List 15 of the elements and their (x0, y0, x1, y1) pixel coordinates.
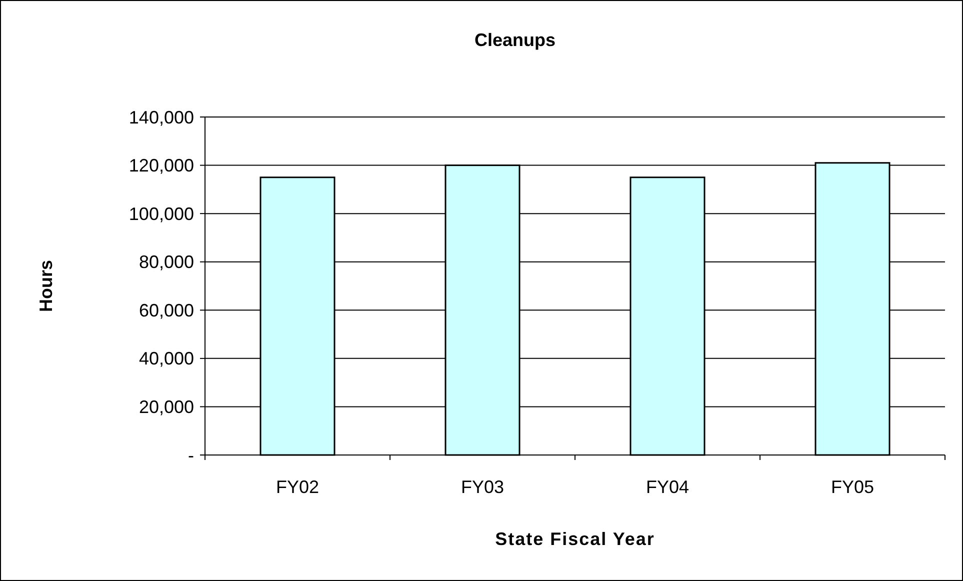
x-tick-label: FY02 (276, 477, 320, 497)
chart-title: Cleanups (474, 30, 556, 50)
x-tick-label: FY03 (460, 477, 504, 497)
x-tick-label: FY04 (646, 477, 690, 497)
x-tick-label: FY05 (830, 477, 874, 497)
y-tick-label: 20,000 (138, 397, 194, 418)
y-tick-label: - (188, 445, 194, 466)
y-axis-title: Hours (36, 260, 56, 312)
y-tick-label: 80,000 (138, 252, 194, 272)
y-tick-label: 140,000 (128, 107, 194, 128)
y-tick-label: 40,000 (138, 348, 194, 369)
y-tick-label: 100,000 (128, 204, 194, 224)
x-axis-title: State Fiscal Year (495, 529, 655, 549)
y-tick-label: 60,000 (138, 300, 194, 320)
y-tick-label: 120,000 (128, 156, 194, 176)
